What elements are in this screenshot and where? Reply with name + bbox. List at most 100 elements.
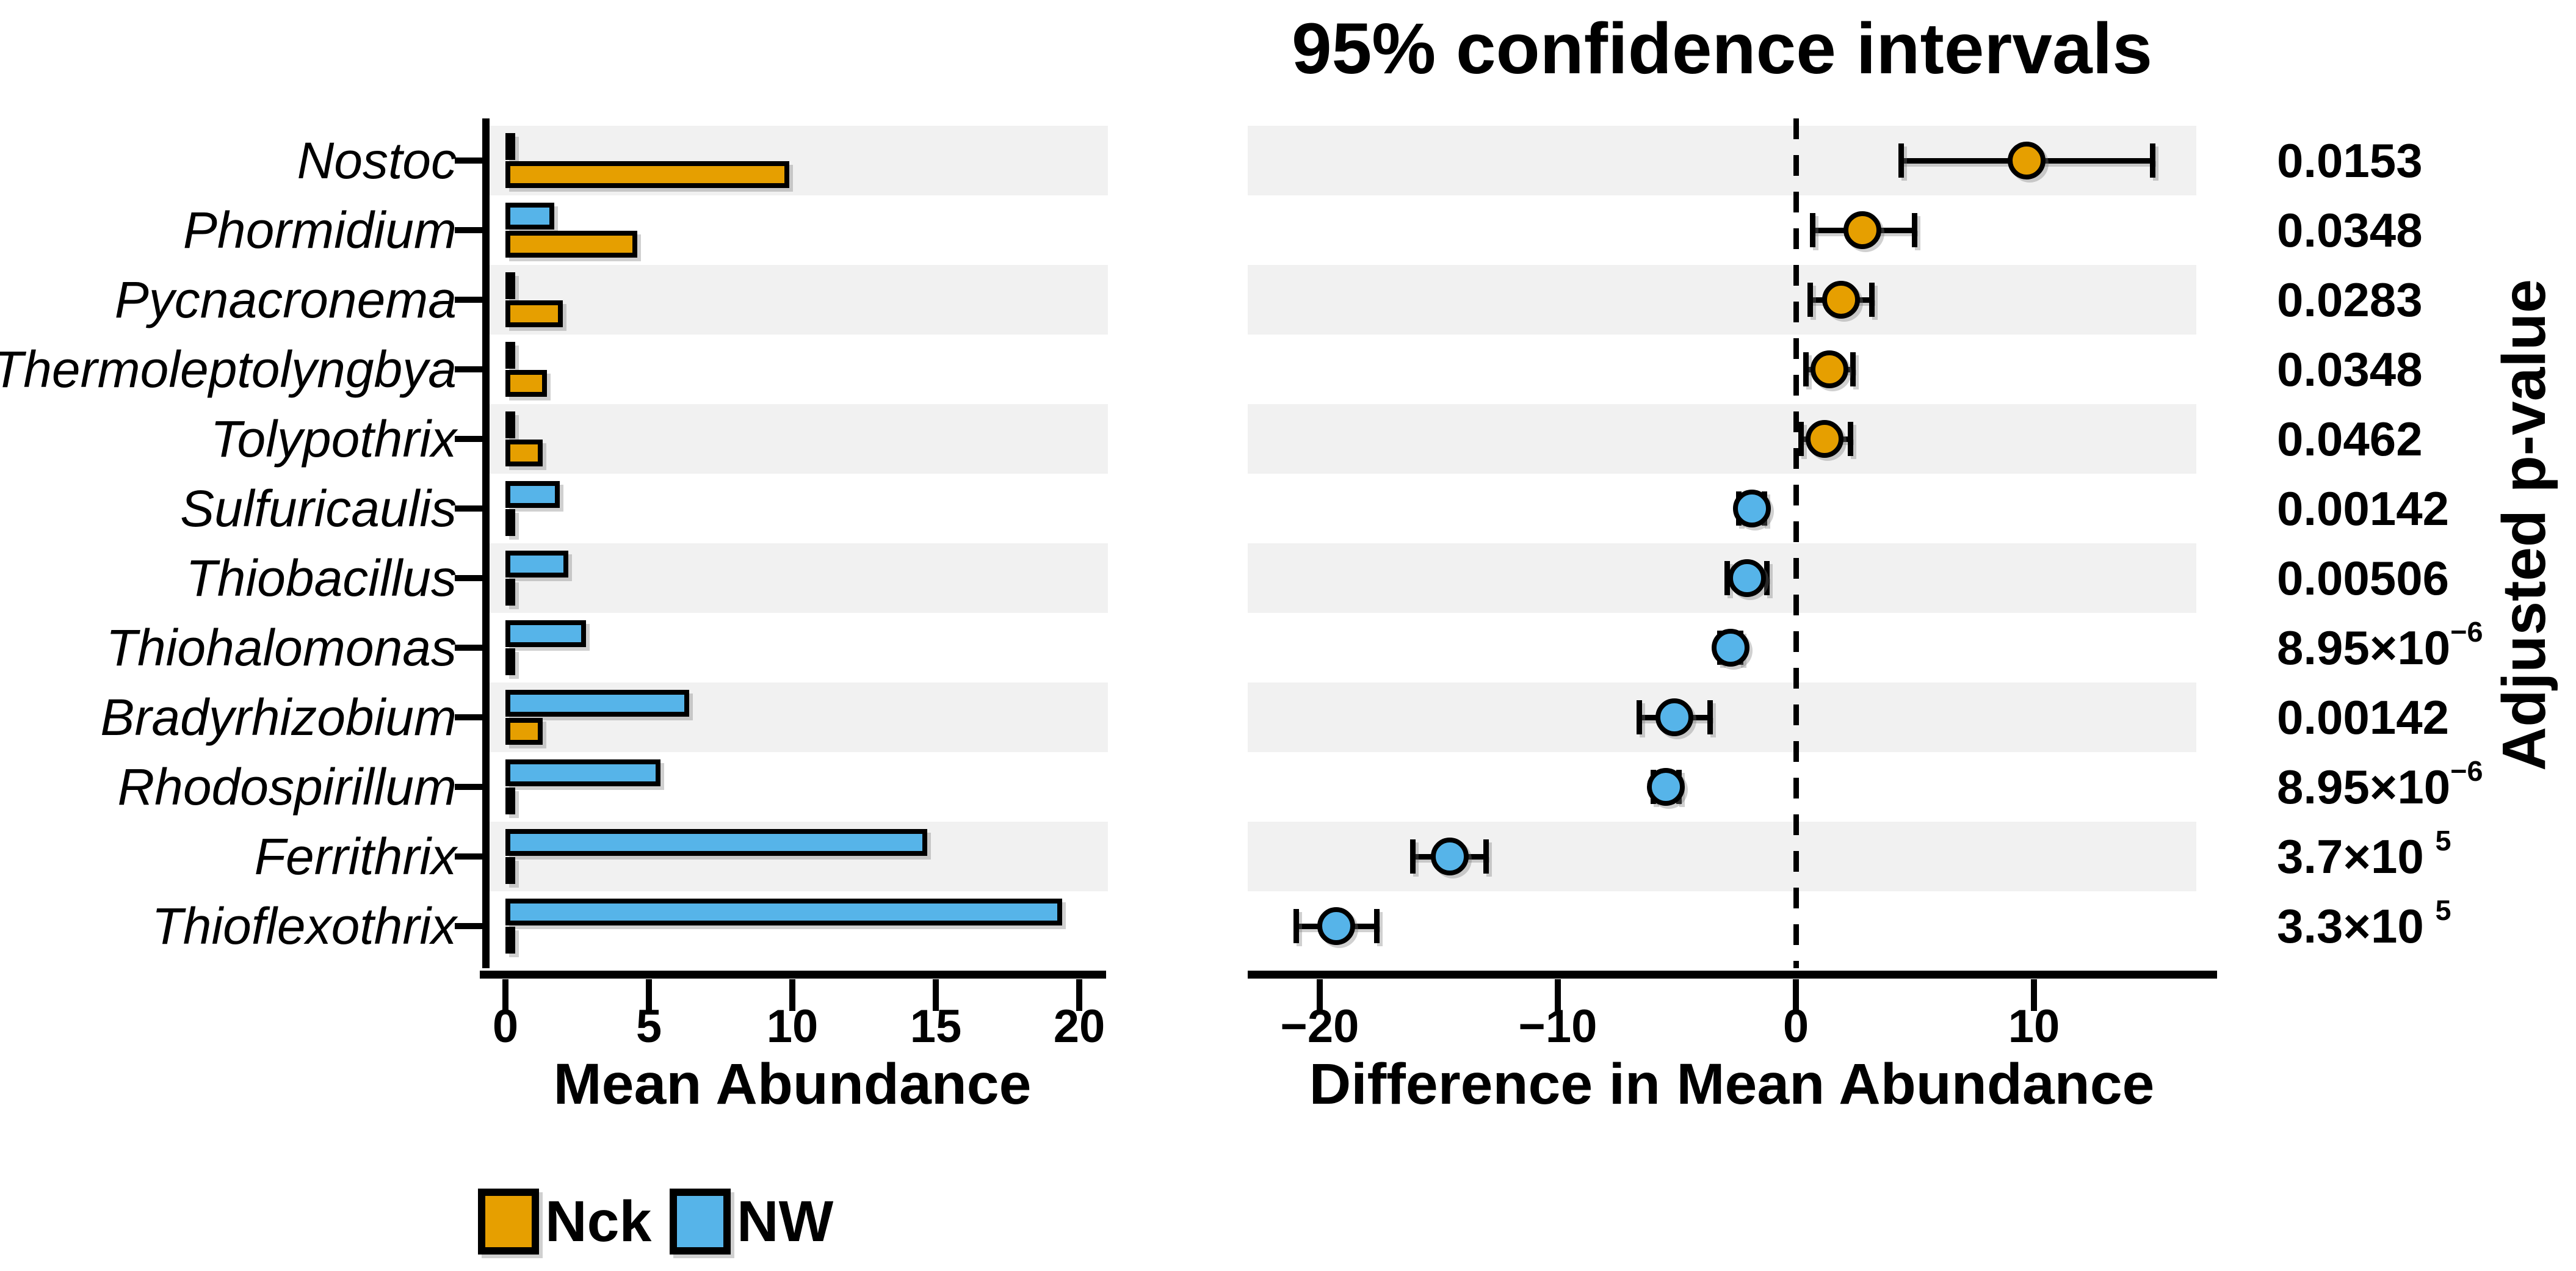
x-axis-tick [1076,979,1082,1011]
x-tick-label: 20 [1053,1001,1105,1052]
abundance-bar-nw [505,551,569,578]
row-band [483,265,1108,335]
ci-cap-low [1807,283,1814,317]
abundance-bar-nck [505,718,543,745]
p-value: 3.7×10 5 [2277,825,2451,883]
x-tick-label: 0 [1782,1001,1809,1052]
ci-cap-low [1724,561,1730,595]
ci-dot [1647,768,1685,806]
x-axis-tick [502,979,508,1011]
abundance-bar-nw [505,690,689,717]
p-value: 0.00142 [2277,481,2449,535]
x-axis-tick [1793,979,1799,1011]
left-panel-x-axis [480,971,1106,979]
y-axis-tick [455,923,482,929]
abundance-bar-nck [505,161,790,188]
ci-dot [1822,281,1861,319]
y-axis-tick [455,366,482,372]
abundance-bar-nck [505,370,548,397]
abundance-bar-nw [505,342,515,369]
y-axis-tick [455,714,482,720]
abundance-bar-nw [505,272,515,299]
p-value: 3.3×10 5 [2277,894,2451,953]
p-value: 0.0462 [2277,411,2423,466]
row-band [483,543,1108,613]
abundance-bar-nw [505,620,586,647]
p-value: 0.0153 [2277,133,2423,187]
ci-cap-high [1912,213,1917,247]
x-tick-label: −20 [1280,1001,1359,1052]
p-value: 0.0348 [2277,342,2423,396]
abundance-bar-nw [505,411,515,438]
ci-cap-low [1636,700,1642,734]
ci-cap-high [1373,909,1380,943]
ci-dot [1843,211,1882,249]
ci-dot [1728,559,1767,597]
ci-dot [1430,838,1469,875]
abundance-bar-nw [505,759,660,786]
taxon-label: Thiohalomonas [106,618,457,676]
p-value: 8.95×10 −6 [2277,616,2483,675]
ci-cap-high [2150,143,2155,178]
ci-cap-low [1803,352,1809,386]
abundance-bar-nw [505,481,560,508]
ci-cap-low [1798,422,1804,456]
row-band [1248,822,2196,891]
ci-cap-high [1847,422,1853,456]
x-tick-label: 10 [766,1001,819,1052]
right-panel-x-axis [1248,971,2217,979]
ci-dot [1732,490,1771,527]
row-band [1248,683,2196,752]
y-axis-tick [455,645,482,651]
taxon-label: Bradyrhizobium [100,688,457,746]
y-axis-tick [455,505,482,512]
abundance-bar-nck [505,648,515,675]
legend-label-nw: NW [737,1189,834,1254]
chart-title: 95% confidence intervals [1291,9,2152,89]
y-axis-tick [455,853,482,860]
ci-cap-high [1483,839,1489,874]
p-value: 0.00142 [2277,690,2449,744]
x-tick-label: 5 [635,1001,662,1052]
zero-dashed-line [1793,118,1799,968]
x-axis-tick [933,979,939,1011]
abundance-bar-nck [505,231,638,258]
ci-dot [1317,907,1356,945]
y-axis-tick [455,297,482,303]
abundance-bar-nw [505,203,554,230]
legend-label-nck: Nck [545,1189,652,1254]
legend-swatch-nw [670,1189,731,1255]
abundance-bar-nck [505,579,515,606]
taxon-label: Thioflexothrix [151,897,457,955]
row-band [1248,404,2196,474]
ci-cap-high [1869,283,1875,317]
taxon-label: Sulfuricaulis [180,479,457,537]
taxon-label: Phormidium [183,201,457,259]
abundance-bar-nck [505,788,515,814]
taxon-label: Thermoleptolyngbya [0,340,457,398]
taxon-label: Pycnacronema [114,270,457,328]
ci-cap-low [1810,213,1816,247]
p-value: 0.0348 [2277,203,2423,257]
ci-cap-low [1293,909,1299,943]
ci-cap-low [1410,839,1416,874]
taxon-label: Rhodospirillum [117,758,457,816]
row-band [483,404,1108,474]
x-tick-label: 15 [910,1001,962,1052]
y-axis-tick [455,436,482,442]
p-value: 8.95×10 −6 [2277,755,2483,814]
adjusted-p-value-axis-label: Adjusted p-value [2490,279,2558,771]
row-band [1248,543,2196,613]
p-value: 0.00506 [2277,551,2449,605]
taxon-label: Ferrithrix [254,827,457,885]
ci-dot [1810,350,1848,388]
y-axis-tick [455,575,482,581]
abundance-bar-nck [505,440,543,466]
x-axis-tick [1555,979,1561,1011]
mean-abundance-axis-label: Mean Abundance [553,1052,1032,1117]
taxon-label: Nostoc [297,131,457,189]
ci-dot [1711,629,1749,667]
abundance-bar-nw [505,133,515,160]
x-tick-label: −10 [1518,1001,1597,1052]
